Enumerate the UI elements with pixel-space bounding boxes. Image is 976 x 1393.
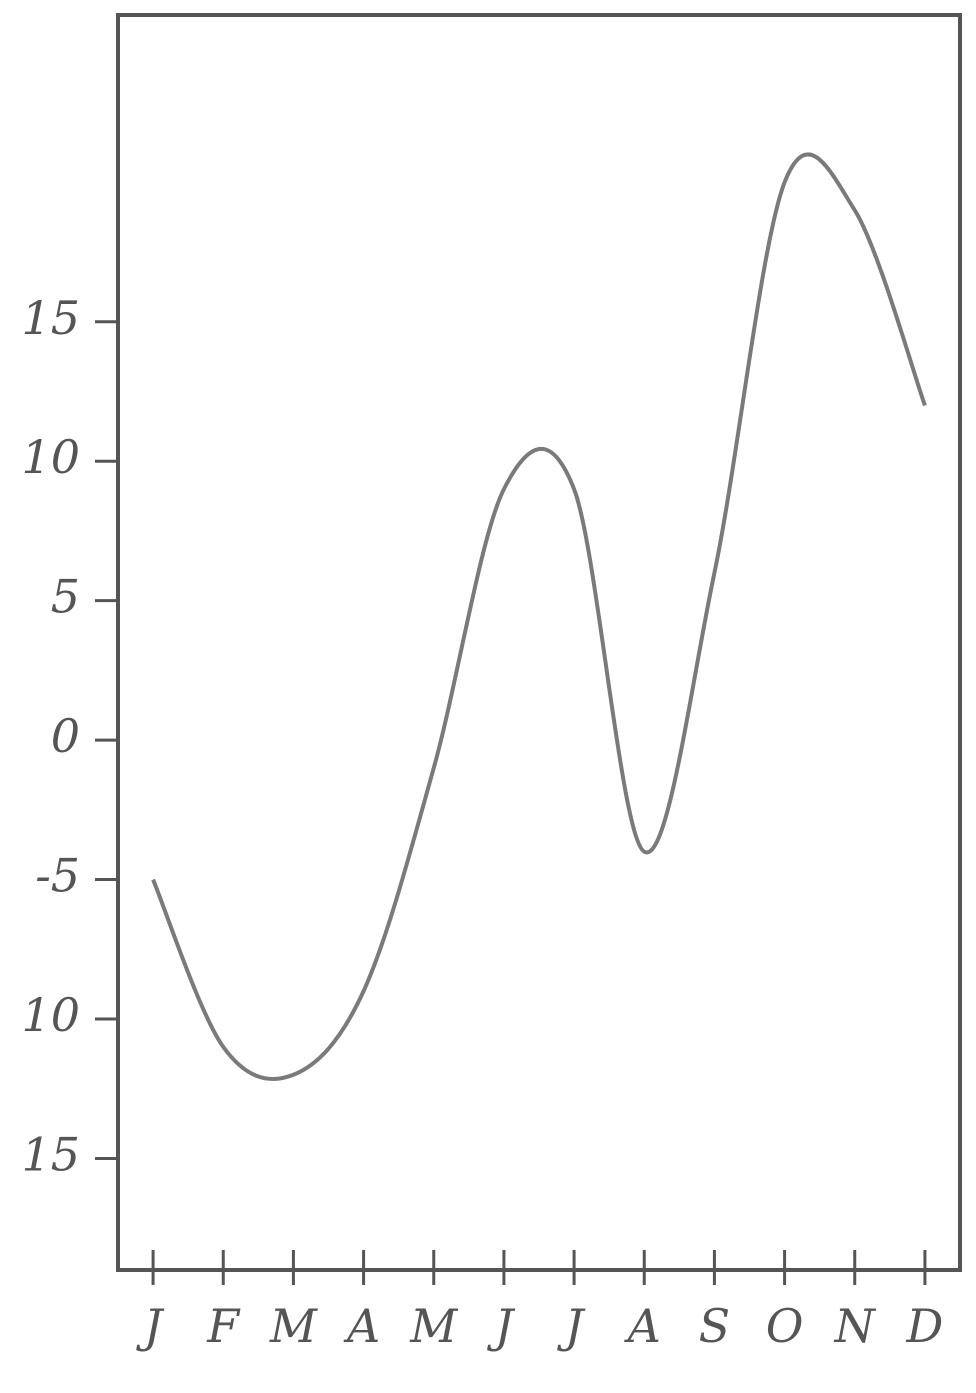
x-tick-label: J bbox=[557, 1299, 586, 1353]
x-tick-label: A bbox=[343, 1299, 380, 1353]
x-tick-label: M bbox=[409, 1299, 459, 1353]
y-tick-label: 5 bbox=[51, 570, 80, 624]
x-tick-label: A bbox=[624, 1299, 661, 1353]
y-tick-label: 15 bbox=[21, 1127, 80, 1181]
x-tick-label: F bbox=[206, 1299, 241, 1353]
y-tick-label: 0 bbox=[51, 709, 80, 763]
x-tick-label: D bbox=[905, 1299, 943, 1353]
x-tick-label: O bbox=[766, 1299, 804, 1353]
y-tick-label: 15 bbox=[21, 291, 80, 345]
chart: 1510-5051015JFMAMJJASOND bbox=[0, 0, 976, 1393]
x-tick-label: J bbox=[136, 1299, 165, 1353]
x-tick-label: M bbox=[269, 1299, 319, 1353]
plot-frame bbox=[118, 15, 960, 1270]
x-tick-label: J bbox=[487, 1299, 516, 1353]
line bbox=[153, 154, 925, 1079]
y-tick-label: 10 bbox=[21, 430, 80, 484]
x-tick-label: N bbox=[834, 1299, 877, 1353]
x-tick-label: S bbox=[699, 1299, 731, 1353]
y-tick-label: -5 bbox=[35, 849, 80, 903]
y-tick-label: 10 bbox=[21, 988, 80, 1042]
